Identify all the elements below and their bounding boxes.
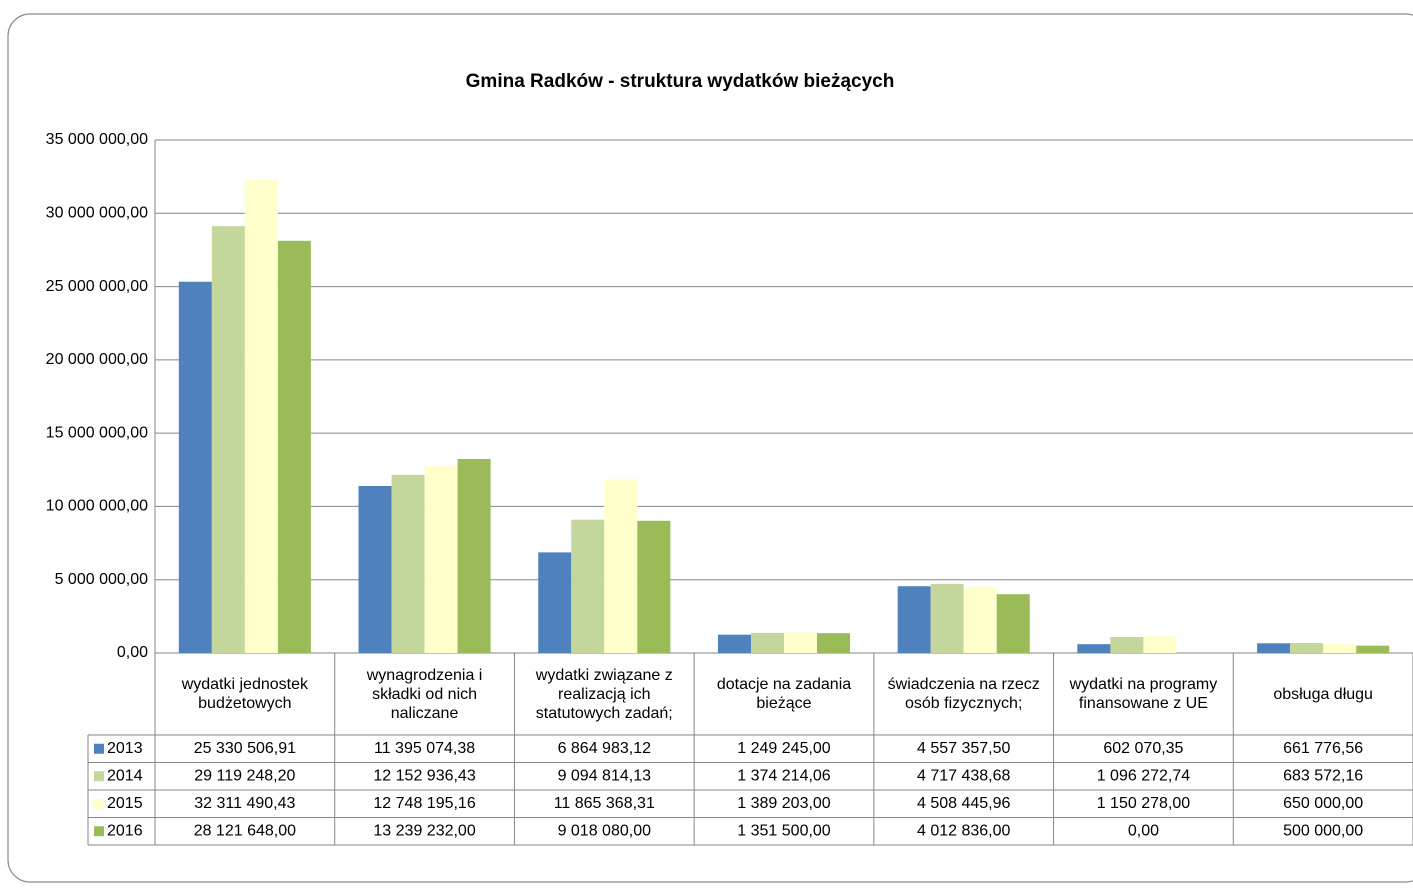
bar [1110, 636, 1144, 653]
table-value: 602 070,35 [1103, 740, 1183, 757]
y-tick-label: 15 000 000,00 [46, 424, 148, 441]
table-value: 11 865 368,31 [554, 795, 655, 812]
bar [244, 179, 278, 653]
bar [277, 240, 311, 653]
bar [817, 633, 851, 653]
table-value: 500 000,00 [1283, 822, 1363, 839]
x-tick-label: świadczenia na rzecz osób fizycznych; [887, 676, 1040, 712]
table-value: 4 012 836,00 [917, 822, 1011, 839]
table-value: 28 121 648,00 [194, 822, 296, 839]
bar [424, 466, 458, 653]
bar [963, 586, 997, 653]
table-value: 1 096 272,74 [1097, 767, 1191, 784]
x-tick-label: wynagrodzenia i składki od nich naliczan… [366, 666, 483, 722]
bar [358, 485, 392, 653]
y-tick-label: 5 000 000,00 [55, 571, 149, 588]
table-value: 9 094 814,13 [558, 767, 652, 784]
x-tick-label: wydatki na programy finansowane z UE [1069, 676, 1218, 712]
bar [211, 226, 245, 654]
table-value: 1 374 214,06 [737, 767, 831, 784]
bar [1143, 636, 1177, 653]
y-tick-label: 30 000 000,00 [46, 205, 148, 222]
legend-label: 2014 [107, 767, 143, 784]
table-value: 11 395 074,38 [374, 740, 475, 757]
x-tick-label: wydatki jednostek budżetowych [181, 676, 308, 712]
table-value: 1 389 203,00 [737, 795, 831, 812]
table-value: 650 000,00 [1283, 795, 1363, 812]
x-tick-label: dotacje na zadania bieżące [716, 676, 852, 712]
x-tick-label: wydatki związane z realizacją ich statut… [535, 666, 673, 722]
bar [897, 586, 931, 653]
table-value: 12 152 936,43 [373, 767, 475, 784]
y-tick-label: 25 000 000,00 [46, 278, 148, 295]
bar [391, 474, 425, 653]
legend-key [94, 771, 104, 782]
bar [571, 519, 605, 653]
table-value: 0,00 [1128, 822, 1159, 839]
chart-title: Gmina Radków - struktura wydatków bieżąc… [466, 71, 895, 92]
bar [930, 583, 964, 653]
table-value: 9 018 080,00 [558, 822, 652, 839]
y-tick-label: 20 000 000,00 [46, 351, 148, 368]
table-value: 6 864 983,12 [558, 740, 652, 757]
legend-key [94, 798, 104, 809]
table-value: 32 311 490,43 [194, 795, 295, 812]
bar [750, 632, 784, 653]
table-value: 1 351 500,00 [737, 822, 831, 839]
bar [178, 281, 212, 653]
bar [1077, 644, 1111, 653]
bar [996, 594, 1030, 653]
y-tick-label: 35 000 000,00 [46, 131, 148, 148]
legend-key [94, 743, 104, 754]
table-value: 25 330 506,91 [194, 740, 296, 757]
legend-label: 2015 [107, 795, 143, 812]
table-value: 4 717 438,68 [917, 767, 1011, 784]
y-tick-label: 10 000 000,00 [46, 498, 148, 515]
legend-key [94, 826, 104, 837]
table-value: 1 150 278,00 [1097, 795, 1191, 812]
table-value: 12 748 195,16 [373, 795, 475, 812]
bar [538, 552, 572, 653]
table-value: 1 249 245,00 [737, 740, 831, 757]
table-value: 4 508 445,96 [917, 795, 1011, 812]
bar [1356, 645, 1390, 653]
legend-label: 2016 [107, 822, 143, 839]
table-value: 29 119 248,20 [194, 767, 295, 784]
bar [604, 479, 638, 653]
y-tick-label: 0,00 [117, 644, 148, 661]
table-value: 683 572,16 [1283, 767, 1363, 784]
legend-label: 2013 [107, 740, 143, 757]
bar [1323, 643, 1357, 653]
bar [637, 520, 671, 653]
table-value: 13 239 232,00 [373, 822, 475, 839]
bar [784, 632, 818, 653]
chart-frame [7, 13, 1413, 883]
table-value: 661 776,56 [1283, 740, 1363, 757]
bar [1257, 643, 1291, 653]
x-tick-label: obsługa długu [1273, 685, 1373, 703]
table-value: 4 557 357,50 [917, 740, 1011, 757]
bar [457, 458, 491, 653]
bar [1290, 642, 1324, 653]
bar [717, 634, 751, 653]
